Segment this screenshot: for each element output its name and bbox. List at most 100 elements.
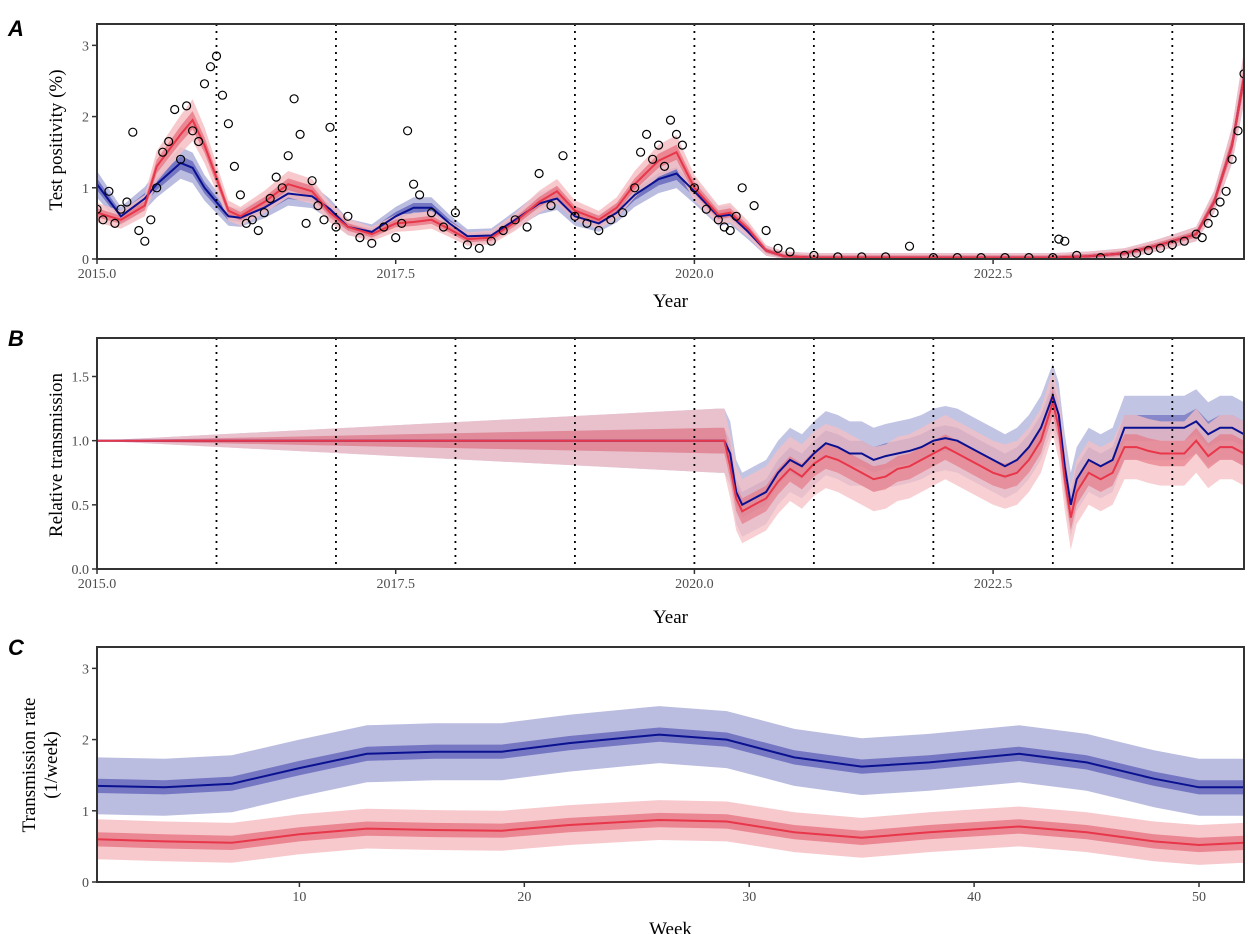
- blue-series-line: [97, 733, 1244, 789]
- observed-point: [1054, 234, 1064, 244]
- observed-point: [1239, 69, 1244, 79]
- blue-series-line: [97, 392, 1244, 507]
- x-tick-label: 10: [292, 890, 306, 905]
- observed-point: [229, 161, 239, 171]
- panel-frame: [96, 23, 1245, 260]
- y-tick-label: 0.0: [72, 563, 90, 578]
- observed-point: [307, 176, 317, 186]
- observed-point: [773, 243, 783, 253]
- observed-point: [98, 215, 108, 225]
- plot-area: [97, 51, 1244, 259]
- y-axis-title-line: Transmission rate: [19, 698, 40, 833]
- observed-point: [301, 218, 311, 228]
- observed-point: [647, 154, 658, 164]
- observed-point: [594, 225, 604, 236]
- panel-c-letter: C: [8, 635, 25, 660]
- red-outer-band: [97, 800, 1244, 865]
- x-axis-title: Week: [649, 919, 692, 934]
- observed-point: [1197, 233, 1207, 243]
- observed-point: [486, 236, 496, 246]
- plot-area: [97, 706, 1244, 865]
- red-series-line: [97, 398, 1244, 518]
- observed-point: [391, 233, 401, 243]
- observed-point: [606, 215, 616, 225]
- observed-point: [355, 233, 365, 243]
- observed-point: [1233, 126, 1243, 136]
- observed-point: [450, 208, 460, 218]
- observed-point: [522, 222, 532, 232]
- panel-b-letter: B: [8, 326, 24, 351]
- observed-point: [618, 208, 628, 218]
- observed-point: [462, 240, 472, 250]
- observed-point: [1209, 208, 1219, 218]
- observed-point: [253, 225, 263, 236]
- observed-point: [474, 243, 484, 253]
- blue-outer-band: [97, 706, 1244, 816]
- observed-point: [438, 222, 449, 232]
- observed-point: [1155, 243, 1166, 253]
- y-tick-label: 0: [82, 876, 89, 891]
- red-series-line: [97, 77, 1244, 259]
- y-tick-label: 3: [82, 662, 89, 677]
- y-axis-title: Relative transmission: [46, 372, 67, 537]
- observed-point: [534, 168, 544, 179]
- observed-point: [97, 204, 102, 214]
- observed-point: [928, 253, 938, 259]
- panel-a-letter: A: [7, 16, 24, 41]
- observed-point: [749, 201, 759, 211]
- x-tick-label: 40: [967, 890, 981, 905]
- y-axis-title-line: (1/week): [41, 731, 62, 799]
- observed-point: [182, 101, 192, 111]
- observed-point: [325, 122, 335, 132]
- observed-point: [409, 179, 419, 189]
- observed-point: [158, 147, 168, 157]
- observed-point: [833, 252, 843, 259]
- observed-point: [1221, 186, 1231, 196]
- observed-point: [110, 218, 120, 228]
- observed-point: [701, 204, 711, 214]
- x-tick-label: 2022.5: [974, 267, 1013, 282]
- y-tick-label: 1: [82, 182, 89, 197]
- observed-point: [223, 119, 233, 129]
- x-tick-label: 20: [517, 890, 531, 905]
- observed-point: [635, 147, 646, 157]
- observed-point: [1203, 218, 1213, 228]
- observed-point: [1227, 154, 1237, 164]
- observed-point: [582, 218, 592, 228]
- observed-point: [271, 172, 281, 182]
- observed-point: [558, 151, 568, 161]
- observed-point: [379, 222, 389, 232]
- observed-point: [671, 129, 682, 139]
- observed-point: [1179, 236, 1189, 246]
- y-tick-label: 2: [82, 111, 89, 126]
- observed-point: [176, 154, 186, 164]
- observed-point: [1000, 253, 1010, 259]
- x-tick-label: 2017.5: [376, 267, 415, 282]
- observed-point: [146, 215, 156, 225]
- observed-point: [785, 247, 795, 257]
- observed-point: [403, 126, 413, 136]
- panel-a: 2015.0 2017.5 2020.0 2022.5 0 1 2 3 Year Test pos…: [46, 23, 1245, 312]
- observed-point: [510, 215, 520, 225]
- y-tick-label: 0: [82, 253, 89, 268]
- panel-b: 2015.0 2017.5 2020.0 2022.5 0.0 0.5 1.0 1.5 Year…: [46, 337, 1245, 628]
- observed-point: [426, 208, 437, 218]
- observed-point: [188, 126, 198, 136]
- x-tick-label: 2022.5: [974, 577, 1013, 592]
- observed-point: [313, 201, 323, 211]
- observed-point: [976, 253, 986, 259]
- observed-point: [295, 129, 305, 139]
- y-axis-title: Test positivity (%): [46, 69, 67, 210]
- blue-inner-band: [97, 727, 1244, 795]
- x-tick-label: 50: [1192, 890, 1206, 905]
- panel-frame: [96, 646, 1245, 883]
- x-tick-label: 2015.0: [78, 267, 117, 282]
- observed-point: [199, 79, 210, 89]
- observed-point: [104, 186, 114, 196]
- plot-area: [97, 363, 1244, 550]
- observed-point: [952, 253, 962, 259]
- y-tick-label: 1.5: [72, 371, 90, 386]
- observed-point: [904, 241, 915, 251]
- observed-point: [1131, 248, 1142, 258]
